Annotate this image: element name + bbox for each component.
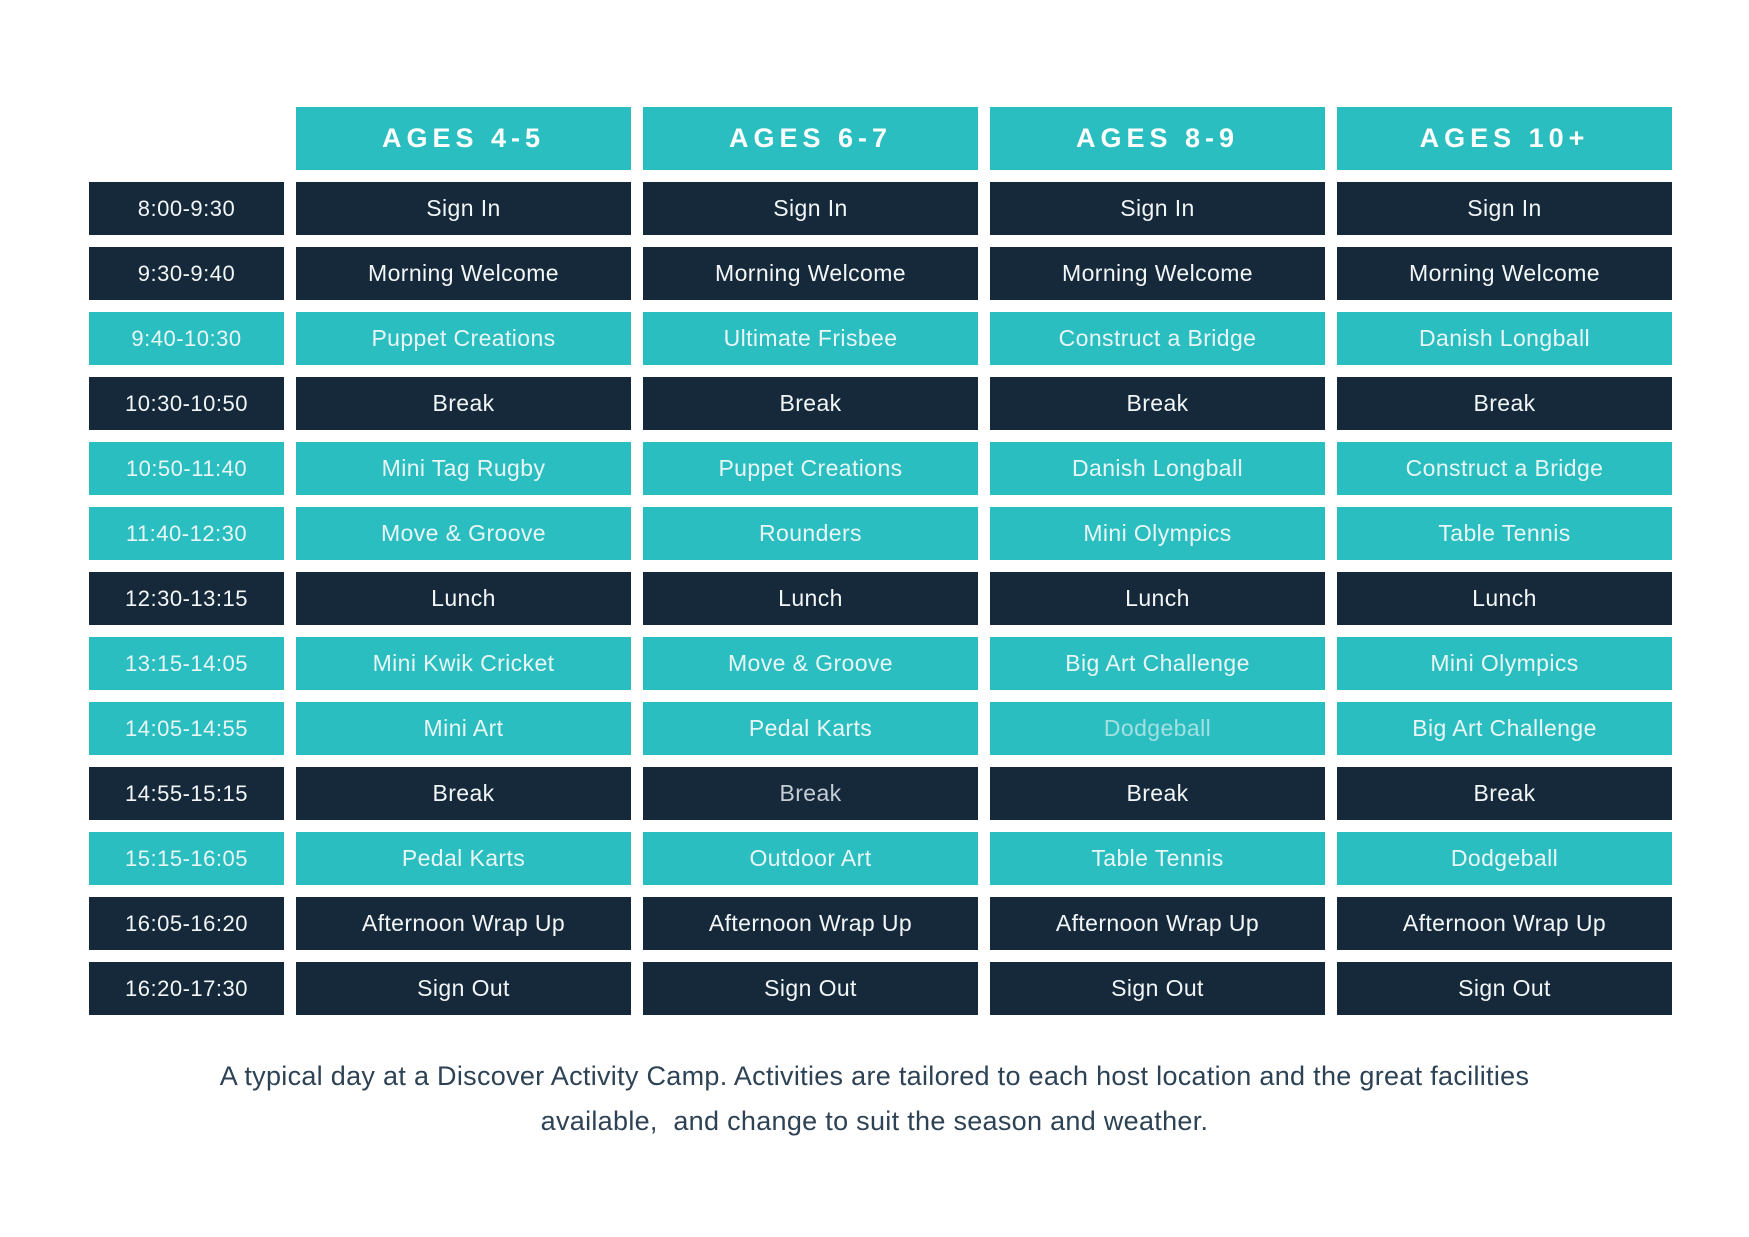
caption: A typical day at a Discover Activity Cam… (219, 1061, 1538, 1136)
activity-cell: Construct a Bridge (990, 312, 1325, 365)
time-cell: 14:55-15:15 (89, 767, 284, 820)
activity-cell: Sign In (990, 182, 1325, 235)
age-group-header: AGES 6-7 (643, 107, 978, 170)
time-cell: 10:30-10:50 (89, 377, 284, 430)
activity-cell: Break (990, 767, 1325, 820)
time-cell: 9:40-10:30 (89, 312, 284, 365)
activity-cell: Break (1337, 377, 1672, 430)
activity-cell: Morning Welcome (296, 247, 631, 300)
activity-cell: Mini Olympics (1337, 637, 1672, 690)
activity-cell: Break (1337, 767, 1672, 820)
age-group-header: AGES 8-9 (990, 107, 1325, 170)
age-group-header: AGES 10+ (1337, 107, 1672, 170)
time-cell: 9:30-9:40 (89, 247, 284, 300)
activity-cell: Morning Welcome (990, 247, 1325, 300)
time-cell: 8:00-9:30 (89, 182, 284, 235)
activity-cell: Lunch (296, 572, 631, 625)
activity-cell: Break (643, 377, 978, 430)
activity-cell: Mini Kwik Cricket (296, 637, 631, 690)
corner-spacer (89, 107, 284, 170)
activity-cell: Big Art Challenge (990, 637, 1325, 690)
activity-cell: Table Tennis (1337, 507, 1672, 560)
time-cell: 12:30-13:15 (89, 572, 284, 625)
activity-cell: Afternoon Wrap Up (1337, 897, 1672, 950)
time-cell: 16:20-17:30 (89, 962, 284, 1015)
activity-cell: Break (643, 767, 978, 820)
activity-cell: Lunch (990, 572, 1325, 625)
activity-cell: Mini Art (296, 702, 631, 755)
activity-cell: Puppet Creations (296, 312, 631, 365)
activity-cell: Outdoor Art (643, 832, 978, 885)
activity-cell: Afternoon Wrap Up (296, 897, 631, 950)
activity-cell: Construct a Bridge (1337, 442, 1672, 495)
activity-cell: Dodgeball (1337, 832, 1672, 885)
activity-cell: Break (990, 377, 1325, 430)
time-cell: 16:05-16:20 (89, 897, 284, 950)
activity-cell: Sign Out (296, 962, 631, 1015)
activity-cell: Afternoon Wrap Up (990, 897, 1325, 950)
time-cell: 15:15-16:05 (89, 832, 284, 885)
activity-cell: Sign Out (990, 962, 1325, 1015)
activity-cell: Move & Groove (296, 507, 631, 560)
activity-cell: Sign In (296, 182, 631, 235)
time-cell: 13:15-14:05 (89, 637, 284, 690)
activity-cell: Pedal Karts (643, 702, 978, 755)
activity-cell: Lunch (643, 572, 978, 625)
activity-cell: Sign Out (1337, 962, 1672, 1015)
activity-cell: Rounders (643, 507, 978, 560)
time-cell: 10:50-11:40 (89, 442, 284, 495)
activity-cell: Afternoon Wrap Up (643, 897, 978, 950)
activity-cell: Move & Groove (643, 637, 978, 690)
activity-cell: Pedal Karts (296, 832, 631, 885)
time-cell: 14:05-14:55 (89, 702, 284, 755)
activity-cell: Puppet Creations (643, 442, 978, 495)
activity-cell: Break (296, 377, 631, 430)
activity-cell: Lunch (1337, 572, 1672, 625)
activity-cell: Break (296, 767, 631, 820)
schedule-table: AGES 4-5 AGES 6-7 AGES 8-9 AGES 10+ 8:00-9:3… (89, 107, 1672, 1015)
age-group-header: AGES 4-5 (296, 107, 631, 170)
activity-cell: Dodgeball (990, 702, 1325, 755)
activity-cell: Sign Out (643, 962, 978, 1015)
activity-cell: Morning Welcome (1337, 247, 1672, 300)
activity-cell: Sign In (643, 182, 978, 235)
time-cell: 11:40-12:30 (89, 507, 284, 560)
activity-cell: Table Tennis (990, 832, 1325, 885)
activity-cell: Danish Longball (990, 442, 1325, 495)
activity-cell: Big Art Challenge (1337, 702, 1672, 755)
activity-cell: Mini Tag Rugby (296, 442, 631, 495)
activity-cell: Morning Welcome (643, 247, 978, 300)
activity-cell: Mini Olympics (990, 507, 1325, 560)
activity-cell: Danish Longball (1337, 312, 1672, 365)
activity-cell: Ultimate Frisbee (643, 312, 978, 365)
activity-cell: Sign In (1337, 182, 1672, 235)
